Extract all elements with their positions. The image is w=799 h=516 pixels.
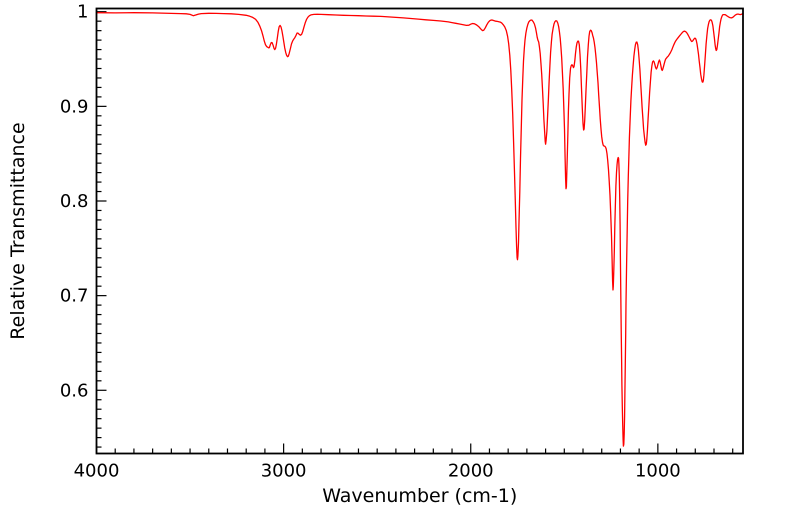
x-tick-label: 1000: [635, 461, 681, 482]
major-ticks: [95, 11, 659, 454]
y-tick-label: 0.9: [60, 96, 89, 117]
y-tick-label: 0.7: [60, 286, 89, 307]
plot-border: [95, 7, 744, 455]
minor-ticks: [96, 20, 734, 454]
x-tick-label: 3000: [261, 461, 307, 482]
y-tick-label: 1: [77, 2, 88, 23]
y-tick-label: 0.8: [60, 191, 89, 212]
y-tick-label: 0.6: [60, 380, 89, 401]
x-tick-label: 2000: [448, 461, 494, 482]
x-tick-labels: 4000 3000 2000 1000: [74, 461, 681, 482]
y-tick-labels: 1 0.9 0.8 0.7 0.6: [60, 2, 89, 402]
y-axis-label: Relative Transmittance: [7, 122, 29, 339]
x-tick-label: 4000: [74, 461, 120, 482]
x-axis-label: Wavenumber (cm-1): [322, 485, 517, 507]
spectrum-line: [95, 12, 744, 447]
